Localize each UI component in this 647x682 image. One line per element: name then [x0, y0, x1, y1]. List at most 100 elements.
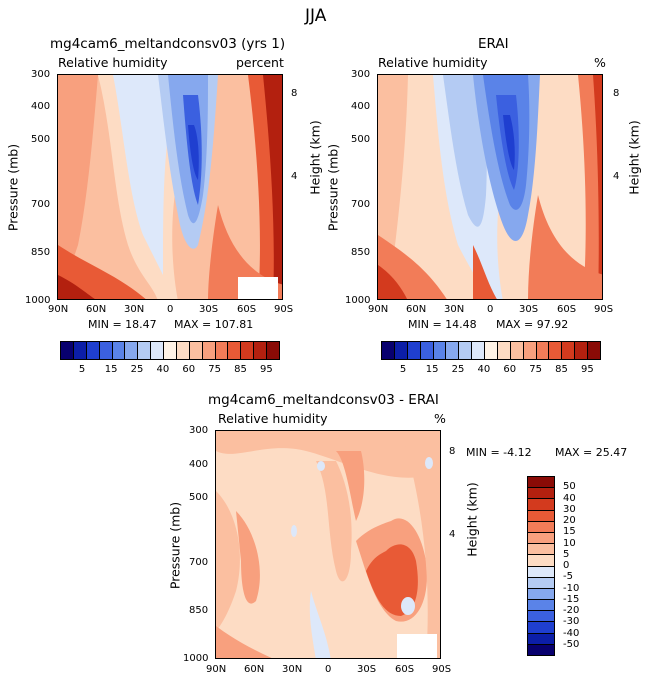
panel2-min: MIN = 14.48	[408, 318, 477, 331]
panel1-contours	[58, 75, 282, 299]
colorbar-swatch	[549, 342, 563, 359]
colorbar-swatch	[472, 342, 485, 359]
panel3-xtick-0: 0	[325, 664, 332, 675]
colorbar-swatch	[510, 342, 524, 359]
colorbar-swatch	[228, 342, 242, 359]
colorbar-swatch	[528, 644, 554, 655]
panel2-ytick-400: 400	[351, 101, 371, 112]
panel3-xtick-30S: 30S	[357, 664, 377, 675]
panel1-subtitle-right: percent	[236, 55, 284, 70]
panel1-xtick-30S: 30S	[199, 304, 219, 315]
panel1-xtick-90N: 90N	[48, 304, 69, 315]
colorbar-swatch	[528, 488, 554, 500]
colorbar-swatch	[125, 342, 139, 359]
colorbar-label: 15	[425, 364, 439, 375]
colorbar-label: -40	[563, 627, 580, 639]
colorbar-label: 25	[130, 364, 144, 375]
colorbar-label: 40	[477, 364, 491, 375]
colorbar-swatch	[528, 633, 554, 645]
panel3-ytick-right-4: 4	[449, 529, 456, 540]
colorbar-swatch	[485, 342, 498, 359]
panel2-ytick-850: 850	[351, 247, 371, 258]
colorbar-label: 85	[555, 364, 568, 375]
colorbar-swatch	[528, 577, 554, 589]
panel3-ylabel-right: Height (km)	[464, 482, 480, 557]
colorbar-label: -10	[563, 582, 580, 594]
panel2-xtick-60S: 60S	[557, 304, 577, 315]
colorbar-swatch	[407, 342, 421, 359]
panel2-subtitle-right: %	[594, 55, 606, 70]
colorbar-label: 95	[260, 364, 273, 375]
panel3-subtitle-left: Relative humidity	[218, 411, 328, 426]
colorbar-swatch	[528, 532, 554, 545]
panel2-contours	[378, 75, 602, 299]
colorbar-swatch	[176, 342, 190, 359]
colorbar-swatch	[459, 342, 473, 359]
panel2-xtick-0: 0	[487, 304, 494, 315]
panel2-subtitle-left: Relative humidity	[378, 55, 488, 70]
colorbar-right	[381, 341, 601, 360]
panel3-xtick-90N: 90N	[206, 664, 227, 675]
panel1-ytick-right-4: 4	[291, 171, 298, 182]
colorbar-label: 5	[78, 364, 86, 375]
colorbar-label: 15	[563, 526, 576, 538]
panel2-title: ERAI	[478, 36, 509, 52]
colorbar-label: 10	[563, 537, 576, 549]
colorbar-label: 15	[104, 364, 118, 375]
colorbar-swatch	[528, 555, 554, 567]
colorbar-label: 25	[451, 364, 465, 375]
colorbar-swatch	[99, 342, 113, 359]
panel3-ytick-400: 400	[189, 459, 209, 470]
colorbar-swatch	[588, 342, 600, 359]
colorbar-swatch	[267, 342, 279, 359]
colorbar-label: 5	[563, 548, 570, 560]
colorbar-label: 0	[563, 560, 570, 571]
colorbar-swatch	[528, 611, 554, 623]
colorbar-swatch	[112, 342, 126, 359]
colorbar-label: 75	[208, 364, 222, 375]
panel3-xtick-90S: 90S	[432, 664, 452, 675]
panel3-ytick-right-8: 8	[449, 446, 456, 457]
colorbar-label: 60	[182, 364, 196, 375]
colorbar-label: -15	[563, 593, 580, 605]
colorbar-swatch	[202, 342, 216, 359]
panel1-ytick-500: 500	[31, 134, 51, 145]
panel1-ytick-400: 400	[31, 101, 51, 112]
colorbar-label: -30	[563, 616, 580, 628]
colorbar-swatch	[528, 499, 554, 511]
colorbar-swatch	[164, 342, 177, 359]
colorbar-swatch	[433, 342, 447, 359]
panel2-ytick-700: 700	[351, 199, 371, 210]
figure-title: JJA	[305, 6, 327, 26]
colorbar-label: 60	[503, 364, 517, 375]
colorbar-swatch	[528, 566, 554, 578]
panel1-xtick-90S: 90S	[274, 304, 294, 315]
panel3-ytick-850: 850	[189, 605, 209, 616]
colorbar-label: -50	[563, 638, 580, 650]
colorbar-left	[60, 341, 280, 360]
colorbar-swatch	[528, 600, 554, 612]
colorbar-swatch	[523, 342, 537, 359]
colorbar-swatch	[138, 342, 152, 359]
colorbar-swatch	[528, 544, 554, 556]
panel2-ytick-500: 500	[351, 134, 371, 145]
panel2-xtick-30N: 30N	[444, 304, 465, 315]
colorbar-swatch	[73, 342, 87, 359]
panel3-ytick-700: 700	[189, 557, 209, 568]
colorbar-swatch	[254, 342, 267, 359]
panel1-xtick-60N: 60N	[86, 304, 107, 315]
panel3-ytick-500: 500	[189, 492, 209, 503]
colorbar-swatch	[497, 342, 511, 359]
colorbar-label: -20	[563, 605, 580, 616]
colorbar-swatch	[528, 622, 554, 634]
colorbar-diff	[527, 476, 555, 656]
panel3-subtitle-right: %	[434, 411, 446, 426]
panel1-ylabel-right: Height (km)	[307, 120, 323, 195]
colorbar-swatch	[575, 342, 588, 359]
colorbar-swatch	[528, 477, 554, 489]
colorbar-label: 20	[563, 515, 576, 526]
colorbar-swatch	[562, 342, 576, 359]
panel3-plot	[215, 430, 441, 659]
panel3-ytick-300: 300	[189, 425, 209, 436]
panel1-ylabel: Pressure (mb)	[5, 143, 21, 232]
